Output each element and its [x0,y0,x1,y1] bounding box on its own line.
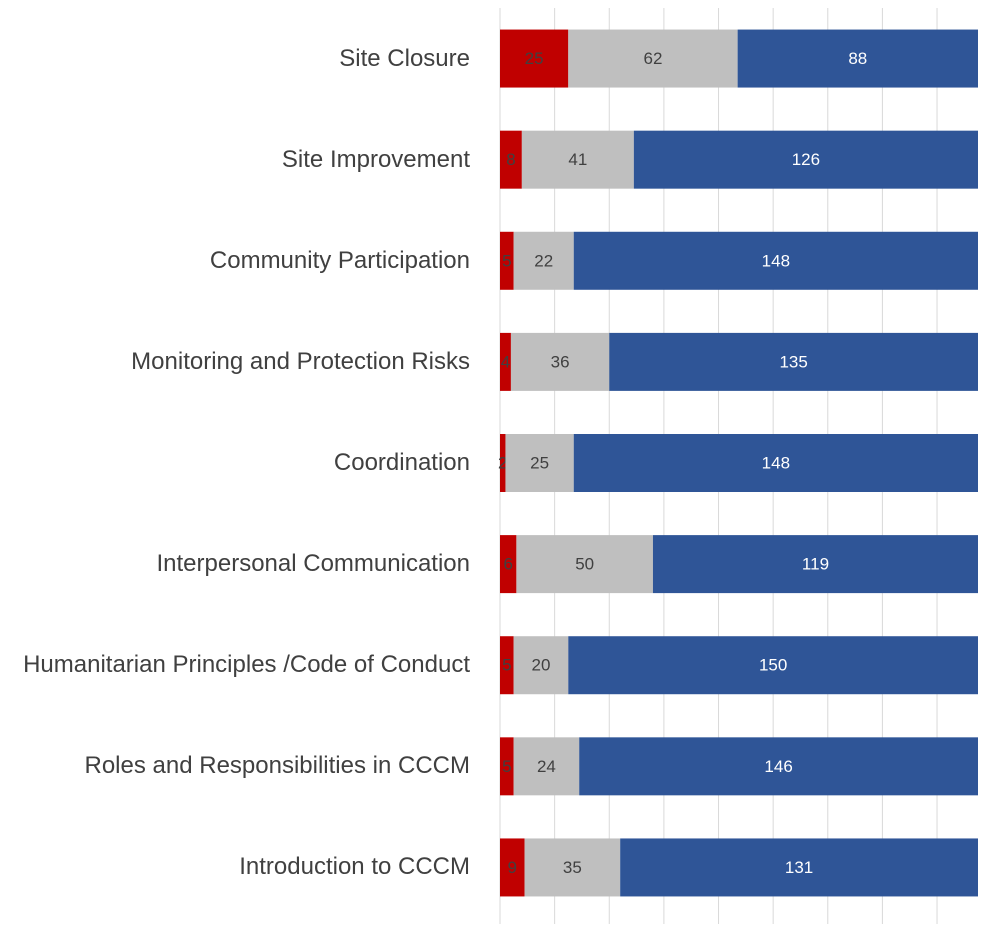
data-label: 5 [502,251,511,270]
bar-segment [513,231,574,290]
data-label: 2 [498,453,507,472]
data-label: 6 [503,555,512,574]
bar-segment [737,29,978,88]
data-label: 41 [568,150,587,169]
data-label: 146 [764,757,792,776]
bar-segment [568,636,978,695]
bar-segment [500,737,514,796]
bar-segment [652,535,978,594]
bar-segment [521,130,634,189]
data-label: 135 [779,352,807,371]
data-label: 36 [551,352,570,371]
bar-segment [524,838,621,897]
data-label: 131 [785,858,813,877]
bar-segment [500,636,514,695]
bar-segment [513,737,580,796]
bar-segment [510,332,610,391]
category-text: Coordination [333,449,470,476]
category-label: Introduction to CCCM [0,851,470,883]
bar-segment [620,838,978,897]
category-text: Site Closure [339,44,470,72]
data-label: 9 [508,858,517,877]
bar-segment [633,130,978,189]
data-label: 5 [502,757,511,776]
bar-segment [500,231,514,290]
data-label: 50 [575,555,594,574]
data-label: 148 [762,251,790,270]
category-label: Humanitarian Principles /Code of Conduct [0,649,470,681]
data-label: 25 [530,453,549,472]
bar-segment [609,332,978,391]
data-label: 4 [501,352,510,371]
data-label: 88 [848,49,867,68]
bar-segment [500,838,525,897]
data-label: 22 [534,251,553,270]
data-label: 62 [643,49,662,68]
data-label: 126 [792,150,820,169]
category-text: Site Improvement [281,145,470,173]
category-label: Interpersonal Communication [0,548,471,580]
bar-segment [513,636,569,695]
data-label: 24 [537,757,556,776]
data-label: 148 [762,453,790,472]
bar-segment [500,332,511,391]
category-label: Site Improvement [0,144,470,176]
bar-segment [500,535,517,594]
category-text: Roles and Responsibilities in CCCM [84,752,471,780]
category-text: Introduction to CCCM [239,853,470,881]
category-label: Coordination [0,447,470,479]
category-label: Monitoring and Protection Risks [0,346,470,378]
bar-segment [500,130,522,189]
category-text: Humanitarian Principles /Code of Conduct [23,651,470,679]
data-label: 119 [802,555,829,574]
category-label: Community Participation [0,245,470,277]
bar-segment [500,434,506,492]
data-label: 8 [506,150,515,169]
bar-segment [573,434,978,492]
data-label: 20 [532,656,551,675]
bar-segment [516,535,653,594]
bar-segment [568,29,738,88]
data-label: 25 [525,49,544,68]
category-text: Community Participation [209,246,470,274]
category-text: Interpersonal Communication [156,550,471,578]
bar-segment [579,737,978,796]
data-label: 150 [759,656,787,675]
data-label: 5 [502,656,511,675]
category-label: Site Closure [0,43,470,75]
data-label: 35 [563,858,582,877]
bar-segment [573,231,978,290]
category-text: Monitoring and Protection Risks [131,347,470,375]
bar-segment [500,29,569,88]
category-label: Roles and Responsibilities in CCCM [0,750,471,782]
bar-segment [505,434,574,492]
